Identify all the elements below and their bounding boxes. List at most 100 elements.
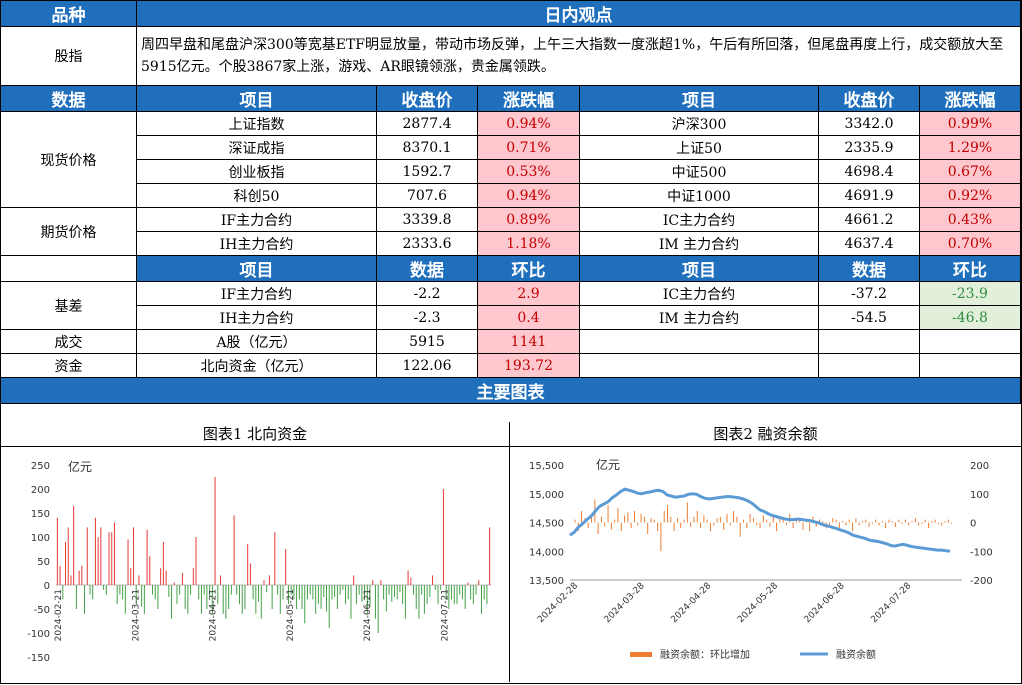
x-tick-label: 2024-04-28: [669, 581, 713, 625]
y-tick-label: -150: [27, 653, 50, 664]
index-name: 中证500: [579, 159, 819, 184]
contract-change: 1.18%: [477, 231, 580, 256]
basis-contract: IF主力合约: [136, 281, 377, 306]
basis-value: -37.2: [818, 281, 920, 306]
y-right-tick-label: 100: [970, 490, 989, 501]
index-name: 创业板指: [136, 159, 377, 184]
capital-name: 北向资金（亿元）: [136, 353, 377, 378]
y-tick-label: -50: [34, 605, 50, 616]
col-item-2: 项目: [579, 85, 819, 112]
index-close: 4698.4: [818, 159, 920, 184]
turnover-qoq: 1141: [477, 329, 580, 354]
margin-balance-chart: 15,500 15,000 14,500 14,000 13,500 200 100 0 -10…: [510, 447, 1020, 682]
main-charts-header: 主要图表: [0, 377, 1021, 404]
y-tick-label: 0: [44, 581, 50, 592]
index-name: 上证指数: [136, 111, 377, 136]
capital-qoq: 193.72: [477, 353, 580, 378]
y-axis-unit: 亿元: [68, 459, 92, 474]
empty-cell: [579, 329, 819, 354]
contract-close: 4637.4: [818, 231, 920, 256]
basis-value: -2.2: [376, 281, 478, 306]
index-close: 1592.7: [376, 159, 478, 184]
contract-change: 0.70%: [919, 231, 1021, 256]
legend-line-label: 融资余额: [836, 648, 876, 661]
basis-qoq: -23.9: [919, 281, 1021, 306]
y-right-tick-label: 0: [970, 519, 976, 530]
index-change: 0.94%: [477, 183, 580, 208]
index-change: 0.67%: [919, 159, 1021, 184]
basis-contract: IH主力合约: [136, 305, 377, 330]
margin-balance-chart-svg: 15,500 15,000 14,500 14,000 13,500 200 100 0 -10…: [529, 457, 993, 661]
x-tick-label: 2024-02-21: [54, 589, 64, 641]
market-summary-table: 品种 日内观点 股指 周四早盘和尾盘沪深300等宽基ETF明显放量，带动市场反弹…: [0, 0, 1021, 404]
blank-header-cell: [0, 255, 137, 282]
chart-divider: [509, 422, 510, 682]
col-qoq: 环比: [477, 255, 580, 282]
y-tick-label: 250: [31, 461, 50, 472]
futures-price-label: 期货价格: [0, 207, 137, 256]
capital-value: 122.06: [376, 353, 478, 378]
x-tick-label: 2024-06-28: [803, 581, 847, 625]
y-tick-label: -100: [27, 629, 50, 640]
y-right-tick-label: -200: [970, 576, 993, 587]
contract-close: 2333.6: [376, 231, 478, 256]
header-variety: 品种: [0, 0, 137, 27]
x-tick-label: 2024-07-21: [440, 589, 450, 641]
contract-change: 0.43%: [919, 207, 1021, 232]
index-close: 8370.1: [376, 135, 478, 160]
basis-value: -54.5: [818, 305, 920, 330]
empty-cell: [919, 329, 1021, 354]
chart2-title: 图表2 融资余额: [510, 422, 1021, 447]
index-change: 0.94%: [477, 111, 580, 136]
col-qoq-2: 环比: [919, 255, 1021, 282]
col-change: 涨跌幅: [477, 85, 580, 112]
contract-close: 4661.2: [818, 207, 920, 232]
empty-cell: [919, 353, 1021, 378]
turnover-name: A股（亿元）: [136, 329, 377, 354]
y-tick-label: 200: [31, 485, 50, 496]
y-left-tick-label: 15,000: [529, 490, 564, 501]
contract-name: IF主力合约: [136, 207, 377, 232]
legend-bar-label: 融资余额：环比增加: [660, 648, 750, 661]
col-item: 项目: [136, 85, 377, 112]
basis-contract: IM 主力合约: [579, 305, 819, 330]
index-change: 0.71%: [477, 135, 580, 160]
y-tick-label: 50: [37, 557, 50, 568]
x-tick-label: 2024-03-21: [131, 589, 141, 641]
index-name: 深证成指: [136, 135, 377, 160]
index-change: 0.92%: [919, 183, 1021, 208]
x-tick-label: 2024-07-28: [869, 581, 913, 625]
index-close: 3342.0: [818, 111, 920, 136]
x-tick-label: 2024-06-21: [363, 589, 373, 641]
empty-cell: [579, 353, 819, 378]
stock-index-note: 周四早盘和尾盘沪深300等宽基ETF明显放量，带动市场反弹，上午三大指数一度涨超…: [136, 26, 1021, 86]
index-close: 2335.9: [818, 135, 920, 160]
turnover-label: 成交: [0, 329, 137, 354]
contract-name: IC主力合约: [579, 207, 819, 232]
contract-name: IM 主力合约: [579, 231, 819, 256]
index-change: 1.29%: [919, 135, 1021, 160]
index-change: 0.99%: [919, 111, 1021, 136]
basis-contract: IC主力合约: [579, 281, 819, 306]
y-tick-label: 150: [31, 509, 50, 520]
basis-value: -2.3: [376, 305, 478, 330]
col-change-2: 涨跌幅: [919, 85, 1021, 112]
y-left-tick-label: 14,000: [529, 547, 564, 558]
x-tick-label: 2024-05-28: [736, 581, 780, 625]
basis-qoq: -46.8: [919, 305, 1021, 330]
index-name: 科创50: [136, 183, 377, 208]
y-left-tick-label: 14,500: [529, 519, 564, 530]
capital-label: 资金: [0, 353, 137, 378]
index-name: 上证50: [579, 135, 819, 160]
index-change: 0.53%: [477, 159, 580, 184]
y-tick-label: 100: [31, 533, 50, 544]
col-data: 数据: [0, 85, 137, 112]
col-data: 数据: [376, 255, 478, 282]
northbound-chart: 250 200 150 100 50 0 -50 -100 -150 亿元 2024-02-21 20…: [1, 447, 509, 682]
y-right-tick-label: 200: [970, 461, 989, 472]
northbound-chart-svg: 250 200 150 100 50 0 -50 -100 -150 亿元 2024-02-21 20…: [27, 459, 491, 664]
spot-price-label: 现货价格: [0, 111, 137, 208]
col-item: 项目: [136, 255, 377, 282]
stock-index-label: 股指: [0, 26, 137, 86]
turnover-value: 5915: [376, 329, 478, 354]
